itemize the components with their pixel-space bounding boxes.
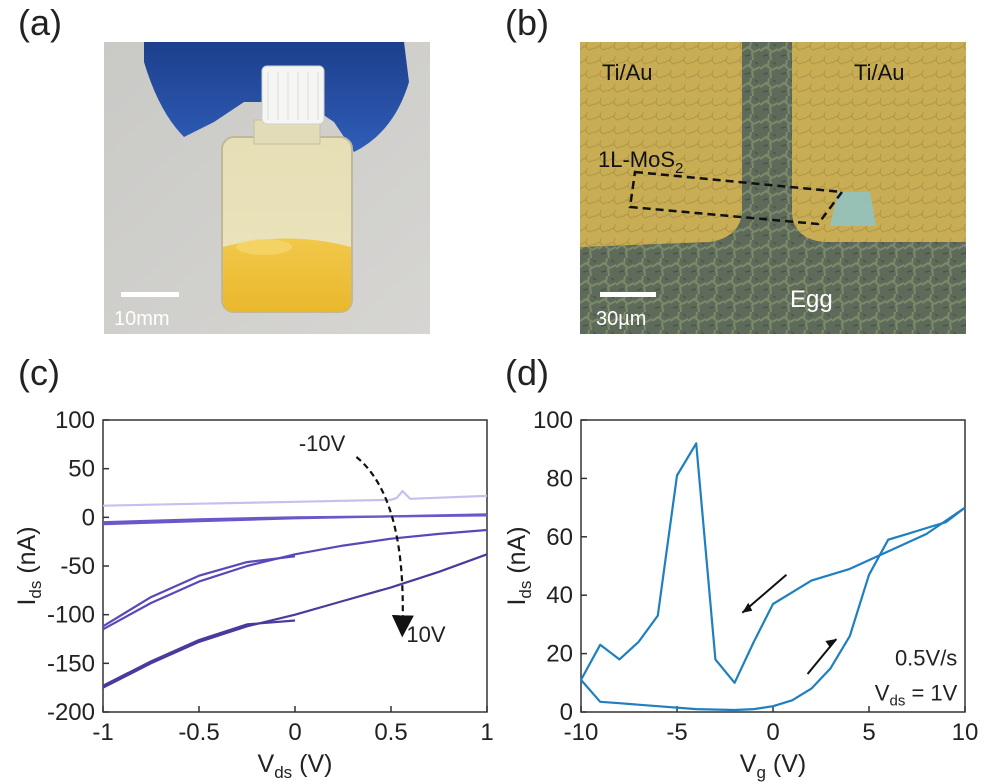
- y-tick-label-d: 20: [546, 641, 573, 668]
- y-axis-label-d: Ids (nA): [503, 526, 535, 605]
- y-tick-label-c: 50: [68, 456, 95, 483]
- microscope-image: Ti/Au Ti/Au 1L-MoS2 Egg 30µm: [580, 42, 966, 334]
- axes-frame-c: [102, 419, 488, 713]
- vial-photo: 10mm: [104, 42, 430, 334]
- y-tick-label-d: 0: [560, 699, 573, 726]
- annotation-rate-d: 0.5V/s: [895, 645, 957, 670]
- y-tick-label-d: 60: [546, 524, 573, 551]
- electrode-label-right: Ti/Au: [854, 60, 905, 85]
- scale-label-b: 30µm: [596, 308, 646, 330]
- annotation-vds-d: Vds = 1V: [875, 680, 958, 709]
- series-line-10V-a: [102, 553, 488, 689]
- reverse-arrow-head-d: [742, 602, 753, 613]
- x-tick-label-c: 1: [480, 719, 493, 746]
- sweep-arrow-c: [355, 456, 414, 638]
- chart-d: -10 -5 0 5 10 100 80 60 40 20 0 Vg (V) Ids (nA) 0.5V/…: [503, 407, 979, 782]
- panel-letter-b: (b): [505, 2, 549, 43]
- panel-letter-d: (d): [505, 352, 549, 393]
- y-tick-label-c: -100: [47, 602, 95, 629]
- electrode-label-left: Ti/Au: [602, 60, 653, 85]
- chart-c: -1 -0.5 0 0.5 1 100 50 0 -50 -100 -150 -200 Vds (V) I…: [13, 407, 494, 782]
- x-tick-label-c: -1: [92, 719, 113, 746]
- x-tick-label-d: 5: [862, 719, 875, 746]
- x-tick-label-d: -10: [564, 719, 599, 746]
- series-line-V5-b: [102, 555, 296, 628]
- forward-arrow-head-d: [825, 639, 837, 648]
- y-tick-label-d: 100: [533, 407, 573, 434]
- series-line-reverse: [580, 442, 966, 684]
- annotation-bottom-c: 10V: [406, 622, 445, 647]
- x-tick-label-c: 0.5: [374, 719, 407, 746]
- y-tick-label-c: 0: [82, 504, 95, 531]
- x-axis-label-c: Vds (V): [258, 750, 333, 782]
- y-axis-label-c: Ids (nA): [13, 526, 45, 605]
- y-tick-label-c: 100: [55, 407, 95, 434]
- y-tick-label-d: 80: [546, 465, 573, 492]
- x-axis-label-d: Vg (V): [740, 750, 806, 782]
- substrate-label: Egg: [790, 286, 833, 313]
- y-tick-label-d: 40: [546, 582, 573, 609]
- y-tick-label-c: -150: [47, 650, 95, 677]
- series-line-V5-a: [102, 528, 488, 631]
- x-tick-label-c: -0.5: [178, 719, 219, 746]
- series-line-mid-2: [102, 514, 488, 524]
- annotation-top-c: -10V: [299, 431, 346, 456]
- panel-letter-a: (a): [18, 2, 62, 43]
- y-tick-label-c: -50: [60, 553, 95, 580]
- x-tick-label-d: 0: [766, 719, 779, 746]
- series-line-forward: [580, 506, 966, 712]
- series-line--10V: [102, 489, 488, 507]
- scale-label-a: 10mm: [114, 308, 170, 330]
- x-tick-label-d: 10: [952, 719, 979, 746]
- x-tick-label-d: -5: [666, 719, 687, 746]
- flake-label: 1L-MoS2: [598, 147, 683, 177]
- panel-letter-c: (c): [18, 352, 60, 393]
- x-tick-label-c: 0: [288, 719, 301, 746]
- series-line-10V-b: [102, 619, 296, 687]
- y-tick-label-c: -200: [47, 699, 95, 726]
